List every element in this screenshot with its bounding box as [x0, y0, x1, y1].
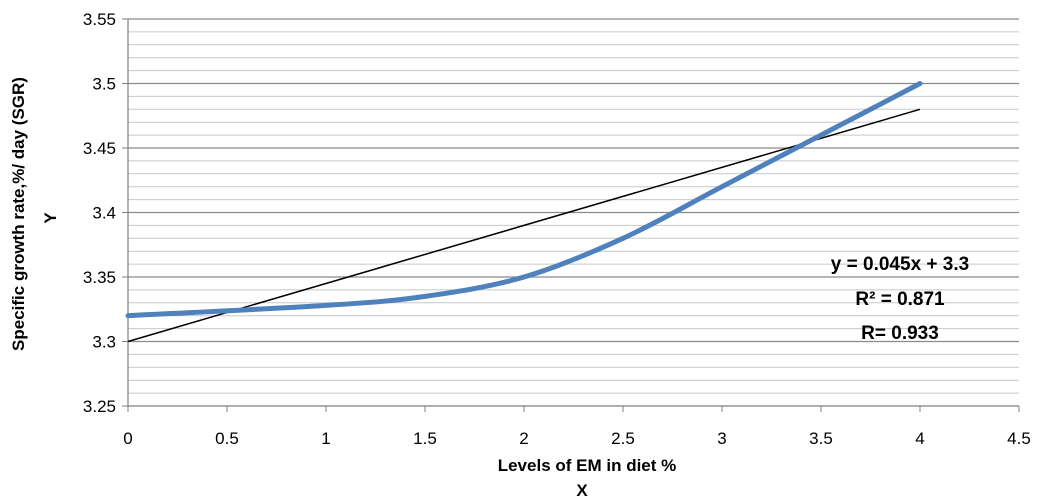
x-axis-title: Levels of EM in diet % — [498, 456, 677, 475]
x-tick-label: 0 — [123, 429, 132, 448]
sgr-series-line — [125, 81, 923, 319]
trendline — [127, 108, 921, 343]
trendline-group — [127, 108, 921, 343]
x-tick-label: 2.5 — [611, 429, 635, 448]
y-axis-title: Specific growth rate,%/ day (SGR) — [9, 77, 28, 351]
y-tick-label: 3.45 — [83, 139, 116, 158]
x-tick-label: 2 — [519, 429, 528, 448]
x-tick-label: 1.5 — [413, 429, 437, 448]
x-tick-label: 1 — [321, 429, 330, 448]
y-tick-label: 3.5 — [92, 75, 116, 94]
equation-label: y = 0.045x + 3.3 — [831, 254, 969, 275]
x-tick-label: 0.5 — [215, 429, 239, 448]
series-group — [125, 81, 923, 319]
y-axis-subtitle: Y — [41, 212, 60, 224]
x-tick-label: 4 — [915, 429, 924, 448]
axis-ticks: 3.25 3.3 3.35 3.4 3.45 3.5 3.55 0 0.5 1 1.5 2 2.5 3 3.… — [83, 10, 1031, 448]
y-tick-label: 3.25 — [83, 397, 116, 416]
y-tick-label: 3.4 — [92, 204, 116, 223]
r-squared-label: R² = 0.871 — [855, 289, 945, 310]
x-tick-label: 3.5 — [809, 429, 833, 448]
r-value-label: R= 0.933 — [861, 323, 939, 344]
y-tick-label: 3.55 — [83, 10, 116, 29]
x-tick-label: 3 — [717, 429, 726, 448]
y-tick-label: 3.3 — [92, 333, 116, 352]
y-tick-label: 3.35 — [83, 268, 116, 287]
x-tick-label: 4.5 — [1007, 429, 1031, 448]
x-axis-subtitle: X — [576, 481, 588, 500]
